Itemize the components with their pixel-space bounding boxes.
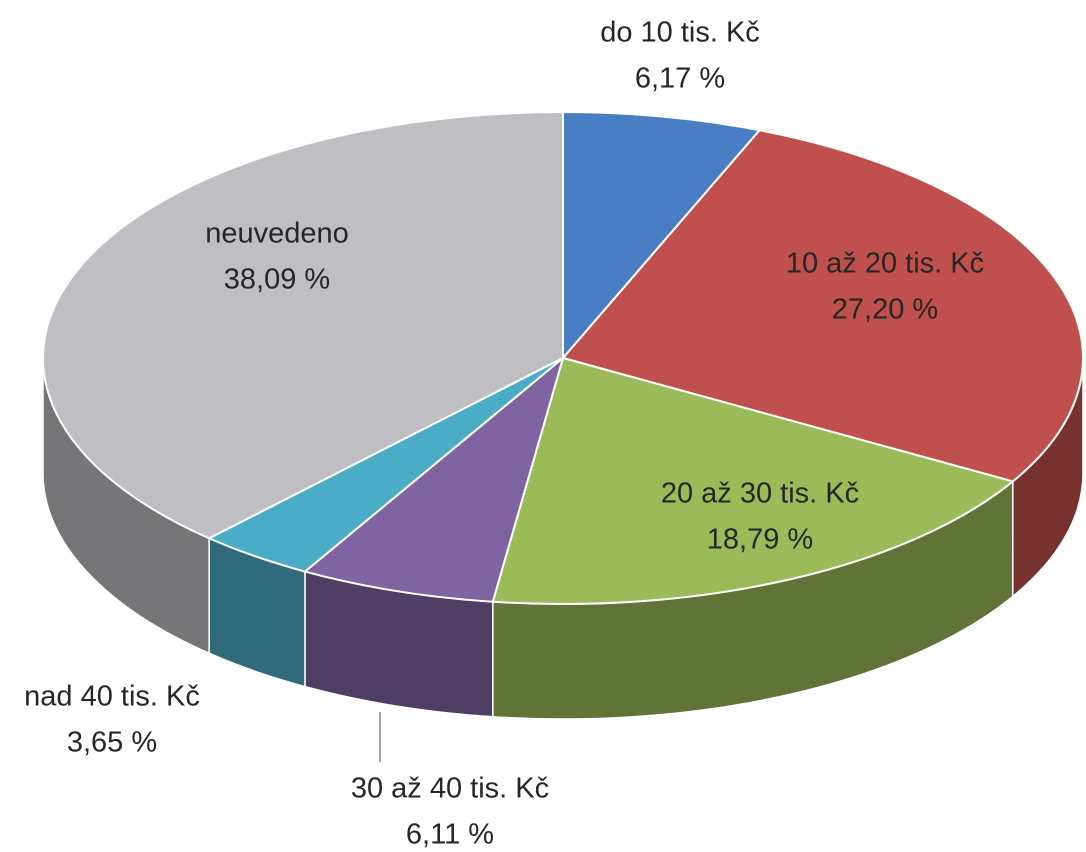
slice-label: 10 až 20 tis. Kč [786, 248, 984, 280]
slice [562, 110, 762, 361]
slice-value-label: 38,09 % [224, 264, 330, 296]
slice-label: nad 40 tis. Kč [24, 681, 200, 713]
slice-value-label: 18,79 % [707, 524, 813, 556]
slice [302, 355, 565, 603]
slice-label: do 10 tis. Kč [600, 17, 760, 49]
slice-value-label: 3,65 % [67, 727, 157, 759]
slice-label: neuvedeno [205, 218, 349, 250]
slice-value-label: 27,20 % [832, 294, 938, 326]
slice [42, 110, 564, 540]
slice-label: 30 až 40 tis. Kč [351, 773, 549, 805]
slice-value-label: 6,17 % [635, 63, 725, 95]
slice-label: 20 až 30 tis. Kč [661, 478, 859, 510]
slice-value-label: 6,11 % [406, 819, 494, 851]
slice [491, 356, 1015, 605]
